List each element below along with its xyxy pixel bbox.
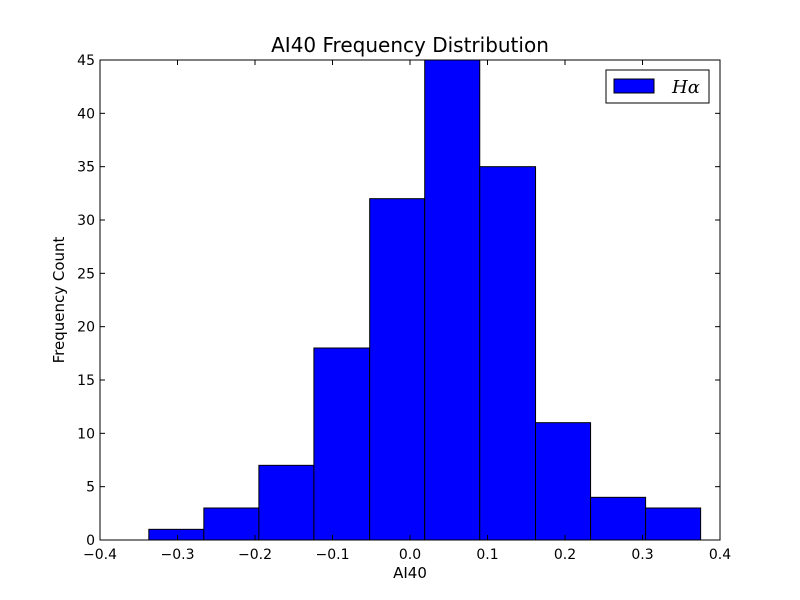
ticks-layer: −0.4 −0.3 −0.2 −0.1 0.0 0.1 0.2 0.3 0.4 0 5 10 15 20 2…: [77, 53, 731, 563]
y-tick-label: 40: [77, 106, 95, 122]
y-tick-label: 25: [77, 266, 95, 282]
y-tick-label: 0: [86, 533, 95, 549]
histogram-bar: [369, 198, 426, 541]
x-tick-label: 0.3: [631, 547, 653, 563]
histogram-bar: [258, 464, 315, 541]
histogram-bar: [645, 507, 702, 541]
x-tick-label: 0.2: [554, 547, 576, 563]
x-tick-label: −0.4: [83, 547, 117, 563]
x-tick-label: −0.1: [316, 547, 350, 563]
histogram-bar: [479, 166, 537, 541]
legend: Hα: [605, 69, 710, 104]
x-tick-label: 0.0: [399, 547, 421, 563]
legend-swatch: [613, 78, 655, 94]
y-tick-label: 35: [77, 160, 95, 176]
bars-layer: [148, 59, 702, 541]
histogram-bar: [203, 507, 260, 541]
y-tick-label: 45: [77, 53, 95, 69]
y-tick-label: 5: [86, 480, 95, 496]
x-tick-label: 0.1: [476, 547, 498, 563]
histogram-bar: [424, 59, 481, 541]
y-axis-label: Frequency Count: [50, 236, 68, 363]
x-tick-label: 0.4: [709, 547, 731, 563]
histogram-bar: [148, 528, 205, 541]
x-tick-label: −0.2: [238, 547, 272, 563]
y-tick-label: 30: [77, 213, 95, 229]
legend-label: Hα: [671, 77, 700, 98]
histogram-bar: [313, 347, 371, 541]
histogram-bar: [590, 496, 647, 541]
x-tick-label: −0.3: [161, 547, 195, 563]
y-tick-label: 15: [77, 373, 95, 389]
y-tick-label: 10: [77, 426, 95, 442]
y-tick-label: 20: [77, 320, 95, 336]
chart-title: AI40 Frequency Distribution: [271, 33, 549, 57]
x-axis-label: AI40: [393, 564, 427, 582]
histogram-bar: [535, 422, 592, 541]
